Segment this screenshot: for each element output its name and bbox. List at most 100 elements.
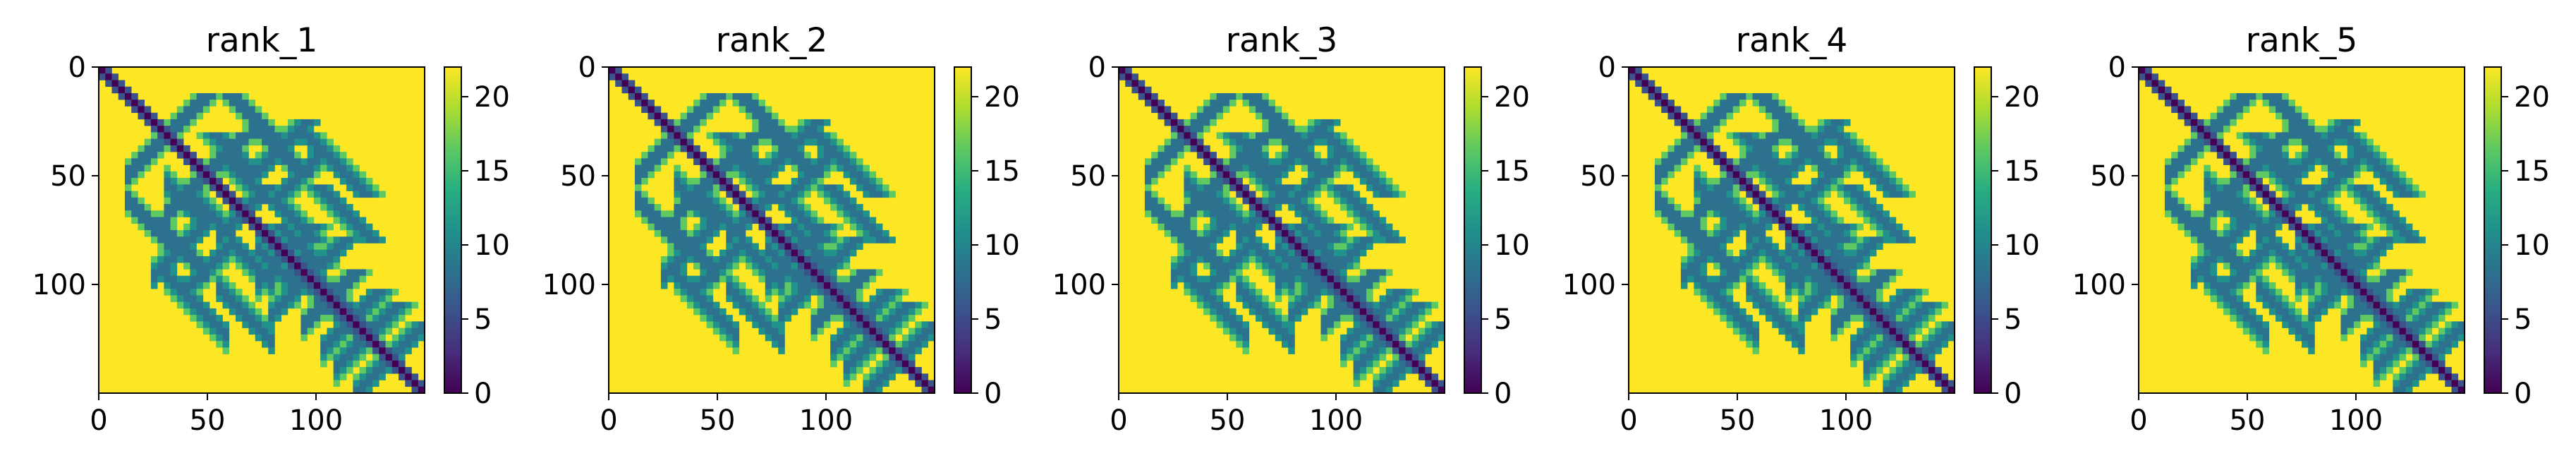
heatmap-cell [1203, 236, 1210, 243]
heatmap-cell [1347, 255, 1354, 263]
heatmap-cell [1222, 132, 1230, 139]
heatmap-cell [365, 301, 373, 309]
heatmap-cell [1921, 321, 1929, 328]
heatmap-cell [274, 204, 282, 211]
heatmap-cell [1766, 301, 1773, 309]
heatmap-cell [849, 243, 857, 251]
heatmap-cell [2282, 178, 2289, 185]
heatmap-cell [2282, 197, 2289, 205]
heatmap-cell [1294, 269, 1302, 276]
heatmap-cell [654, 152, 662, 159]
heatmap-cell [1720, 289, 1727, 296]
heatmap-cell [2373, 158, 2381, 165]
heatmap-cell [2295, 164, 2302, 172]
heatmap-cell [1210, 106, 1217, 113]
heatmap-cell [1766, 289, 1773, 296]
heatmap-cell [190, 100, 197, 107]
heatmap-cell [1883, 347, 1890, 354]
heatmap-cell [726, 152, 733, 159]
heatmap-cell [778, 334, 785, 342]
heatmap-cell [810, 282, 818, 289]
heatmap-cell [856, 223, 863, 231]
heatmap-cell [202, 164, 210, 172]
heatmap-cell [164, 119, 171, 126]
heatmap-cell [1262, 126, 1269, 133]
heatmap-cell [1333, 184, 1341, 191]
heatmap-cell [222, 321, 230, 328]
heatmap-cell [1366, 236, 1373, 243]
heatmap-cell [712, 282, 720, 289]
heatmap-cell [248, 301, 256, 309]
heatmap-cell [1392, 315, 1399, 322]
heatmap-cell [1399, 191, 1406, 198]
heatmap-cell [1654, 164, 1662, 172]
heatmap-cell [1752, 100, 1760, 107]
heatmap-cell [1863, 321, 1871, 328]
heatmap-cell [765, 249, 772, 257]
heatmap-cell [170, 184, 178, 191]
heatmap-cell [1268, 210, 1276, 217]
heatmap-cell [752, 243, 759, 251]
heatmap-cell [1694, 263, 1701, 270]
heatmap-cell [1726, 204, 1734, 211]
heatmap-cell [674, 204, 681, 211]
heatmap-cell [784, 255, 792, 263]
heatmap-cell [700, 112, 707, 120]
heatmap-cell [281, 164, 288, 172]
heatmap-cell [399, 347, 406, 354]
heatmap-cell [359, 301, 367, 309]
heatmap-cell [202, 315, 210, 322]
heatmap-cell [1706, 126, 1714, 133]
heatmap-cell [1921, 367, 1929, 374]
heatmap-cell [765, 223, 772, 231]
heatmap-cell [1248, 158, 1256, 165]
heatmap-cell [2347, 184, 2355, 191]
heatmap-cell [418, 321, 425, 328]
heatmap-cell [1739, 197, 1746, 205]
heatmap-cell [2223, 178, 2230, 185]
heatmap-cell [921, 301, 929, 309]
y-tick-label: 0 [68, 52, 86, 84]
heatmap-cell [1837, 191, 1845, 198]
heatmap-cell [1857, 236, 1864, 243]
heatmap-cell [752, 106, 759, 113]
heatmap-cell [1327, 178, 1335, 185]
heatmap-cell [1314, 152, 1321, 159]
heatmap-cell [1752, 132, 1760, 139]
heatmap-cell [262, 255, 269, 263]
heatmap-cell [830, 191, 837, 198]
heatmap-cell [1288, 295, 1295, 302]
heatmap-cell [1700, 132, 1708, 139]
heatmap-cell [209, 321, 217, 328]
heatmap-cell [1190, 263, 1198, 270]
heatmap-cell [1256, 315, 1263, 322]
heatmap-cell [1190, 112, 1198, 120]
heatmap-cell [236, 223, 243, 231]
heatmap-cell [339, 217, 347, 224]
heatmap-cell [255, 217, 262, 224]
heatmap-cell [2276, 178, 2283, 185]
heatmap-cell [667, 145, 674, 152]
heatmap-cell [1373, 223, 1380, 231]
heatmap-cell [2249, 145, 2256, 152]
heatmap-cell [772, 255, 779, 263]
heatmap-cell [1333, 243, 1341, 251]
heatmap-cell [875, 360, 883, 368]
heatmap-cell [732, 100, 740, 107]
heatmap-cell [1275, 191, 1282, 198]
heatmap-cell [1327, 315, 1335, 322]
heatmap-cell [372, 347, 379, 354]
heatmap-cell [869, 321, 877, 328]
heatmap-cell [784, 236, 792, 243]
heatmap-cell [1248, 289, 1256, 296]
heatmap-cell [849, 308, 857, 315]
heatmap-cell [150, 263, 158, 270]
heatmap-cell [2308, 145, 2315, 152]
heatmap-cell [1327, 184, 1335, 191]
heatmap-cell [772, 223, 779, 231]
heatmap-cell [1869, 308, 1877, 315]
heatmap-cell [1811, 230, 1818, 237]
heatmap-cell [1333, 164, 1341, 172]
heatmap-cell [928, 334, 935, 342]
heatmap-cell [1307, 171, 1315, 179]
